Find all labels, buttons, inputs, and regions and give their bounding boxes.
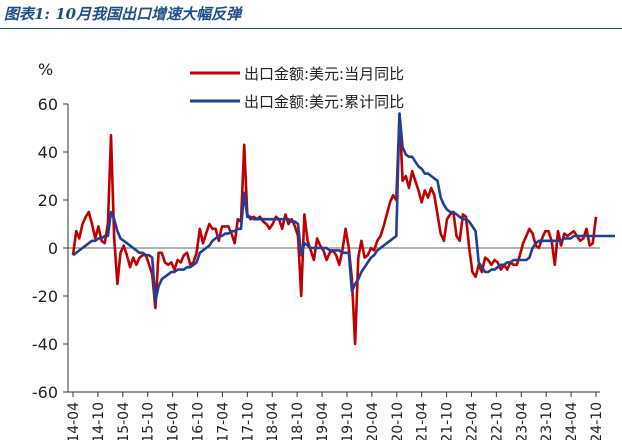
x-tick-label: 2014-04 <box>66 402 82 440</box>
x-tick-label: 2020-04 <box>365 402 381 440</box>
x-tick-label: 2017-10 <box>240 402 256 440</box>
series-line-cumulative-yoy <box>72 112 615 303</box>
y-tick-label: 60 <box>38 95 58 114</box>
y-axis-unit-label: % <box>38 60 53 79</box>
series-line-monthly-yoy <box>71 112 598 346</box>
x-tick-label: 2016-04 <box>166 402 182 440</box>
y-axis: 60 40 20 0 -20 -40 -60 <box>32 95 69 402</box>
x-tick-label: 2024-04 <box>564 402 580 440</box>
x-tick-label: 2015-10 <box>141 402 157 440</box>
y-tick-label: -40 <box>32 335 58 354</box>
x-tick-label: 2014-10 <box>91 402 107 440</box>
x-tick-label: 2018-10 <box>290 402 306 440</box>
y-tick-label: 20 <box>38 191 58 210</box>
x-tick-label: 2022-10 <box>489 402 505 440</box>
legend-label: 出口金额:美元:累计同比 <box>244 93 404 111</box>
x-tick-label: 2021-10 <box>440 402 456 440</box>
figure-caption: 图表1: 10月我国出口增速大幅反弹 <box>4 5 242 23</box>
y-tick-label: 0 <box>48 239 58 258</box>
x-tick-label: 2021-04 <box>415 402 431 440</box>
x-axis: 2014-04 2014-10 2015-04 2015-10 2016-04 2016-… <box>66 247 605 440</box>
x-tick-label: 2015-04 <box>116 402 132 440</box>
x-tick-label: 2020-10 <box>390 402 406 440</box>
y-tick-label: -20 <box>32 287 58 306</box>
x-tick-label: 2017-04 <box>215 402 231 440</box>
x-tick-label: 2019-10 <box>340 402 356 440</box>
x-tick-label: 2019-04 <box>315 402 331 440</box>
y-tick-label: -60 <box>32 383 58 402</box>
caption-rule <box>0 28 622 29</box>
x-tick-label: 2024-10 <box>589 402 605 440</box>
legend-label: 出口金额:美元:当月同比 <box>244 65 404 83</box>
x-tick-label: 2023-10 <box>539 402 555 440</box>
x-tick-label: 2018-04 <box>265 402 281 440</box>
y-tick-label: 40 <box>38 143 58 162</box>
series-lines <box>71 112 615 346</box>
x-tick-label: 2023-04 <box>514 402 530 440</box>
x-tick-label: 2022-04 <box>464 402 480 440</box>
x-tick-label: 2016-10 <box>191 402 207 440</box>
